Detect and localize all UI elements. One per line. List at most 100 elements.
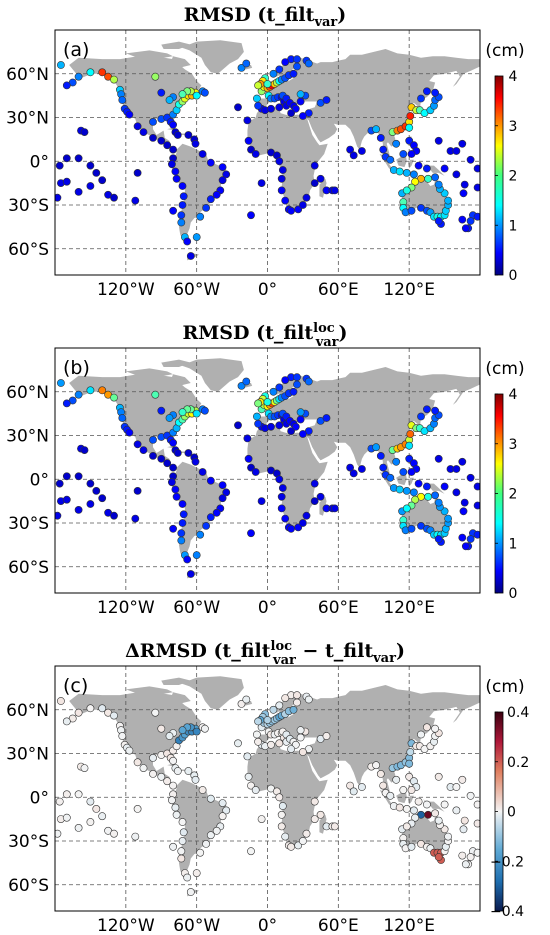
station-point (434, 816, 443, 825)
station-point (98, 812, 107, 821)
station-point (434, 498, 443, 507)
station-point (409, 806, 418, 815)
station-point (298, 837, 307, 845)
station-point (310, 815, 319, 823)
station-point (289, 705, 298, 714)
station-point (247, 529, 255, 538)
station-point (252, 730, 261, 739)
station-point (247, 211, 255, 220)
panel-a: RMSD (t_filtvar) (a) 120°W 60°W 0° 60°E 120°E 6… (6, 4, 524, 300)
station-point (296, 726, 305, 735)
station-point (234, 739, 242, 748)
station-point (444, 196, 452, 205)
station-point (183, 555, 192, 564)
station-point (346, 781, 354, 790)
station-point (473, 212, 480, 221)
y-tick-label: 30°S (8, 196, 49, 216)
station-point (179, 510, 188, 519)
title-tail: ) (337, 4, 346, 26)
station-point (157, 772, 166, 781)
station-point (422, 164, 431, 173)
station-point (62, 472, 71, 481)
station-point (86, 386, 95, 395)
station-point (222, 806, 231, 815)
colorbar-tick-label: 0.2 (507, 755, 529, 771)
station-point (281, 514, 290, 523)
station-point (466, 217, 475, 225)
station-point (458, 533, 467, 542)
colorbar-tick-label: 2 (509, 169, 518, 185)
station-point (157, 454, 166, 463)
station-point (281, 694, 290, 702)
station-point (173, 449, 182, 457)
station-point (424, 174, 432, 183)
station-point (252, 94, 261, 103)
station-point (293, 373, 301, 382)
station-point (192, 727, 201, 736)
colorbar-tick-label: 3 (509, 119, 518, 135)
station-point (62, 177, 71, 186)
title-sup: loc (271, 639, 293, 654)
station-point (424, 810, 432, 819)
station-point (422, 405, 431, 414)
panel-label: (c) (63, 675, 88, 697)
station-point (376, 133, 385, 142)
station-point (157, 88, 166, 97)
station-point (254, 737, 262, 746)
panel-c: ΔRMSD (t_filtloc var − t_filtvar)(c)120°W… (6, 639, 529, 935)
map-area (55, 30, 480, 275)
station-point (62, 790, 71, 799)
station-point (395, 485, 404, 494)
x-tick-label: 0° (258, 280, 277, 300)
station-point (298, 430, 307, 438)
station-point (386, 791, 395, 800)
station-point (242, 695, 251, 704)
station-point (322, 732, 331, 740)
station-point (183, 873, 192, 882)
station-point (452, 488, 461, 497)
station-point (296, 97, 305, 106)
station-point (281, 832, 290, 841)
station-point (169, 438, 177, 447)
station-point (310, 797, 319, 806)
station-point (293, 55, 301, 64)
station-point (244, 136, 253, 145)
station-point (74, 154, 83, 163)
station-point (178, 182, 187, 190)
station-point (178, 818, 187, 826)
station-point (409, 170, 418, 179)
station-point (151, 390, 160, 399)
colorbar-tick-label: 4 (509, 69, 518, 85)
station-point (218, 799, 227, 807)
station-point (277, 810, 286, 819)
station-point (218, 494, 227, 503)
station-point (304, 377, 313, 386)
station-point (402, 822, 411, 831)
station-point (92, 168, 101, 177)
station-point (172, 810, 181, 819)
station-point (173, 767, 182, 775)
station-point (386, 473, 395, 482)
station-point (206, 513, 215, 522)
station-point (402, 486, 411, 495)
station-point (200, 406, 209, 415)
x-tick-label: 0° (258, 916, 277, 935)
station-point (55, 797, 64, 806)
y-tick-label: 30°N (6, 427, 49, 447)
colorbar-tick-label: 4 (509, 387, 518, 403)
station-point (458, 851, 467, 860)
station-point (275, 383, 284, 392)
station-point (402, 805, 411, 813)
station-point (392, 775, 401, 784)
station-point (298, 112, 307, 120)
station-point (461, 542, 470, 551)
station-point (163, 141, 172, 150)
station-point (473, 800, 480, 809)
station-point (263, 716, 272, 724)
station-point (179, 192, 188, 201)
station-point (243, 434, 252, 443)
station-point (177, 211, 186, 220)
station-point (322, 414, 331, 422)
station-point (277, 504, 286, 513)
station-point (422, 800, 431, 809)
